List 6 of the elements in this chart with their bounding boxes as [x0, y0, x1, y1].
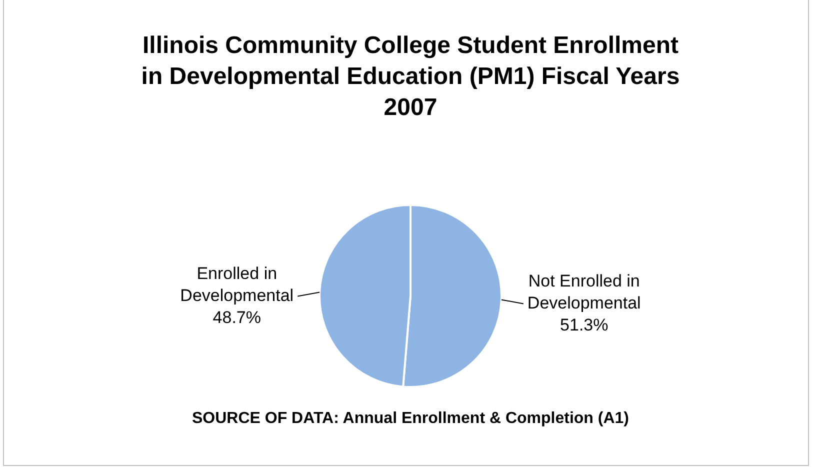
chart-title: Illinois Community College Student Enrollment in Developmental Education (PM1) Fiscal Years 2007	[140, 31, 681, 123]
slice-label: Not Enrolled in Developmental	[527, 271, 641, 312]
data-label: 48.7%	[212, 308, 261, 327]
source-note: SOURCE OF DATA: Annual Enrollment & Completion (A1)	[190, 410, 630, 428]
data-label: 51.3%	[560, 315, 608, 334]
slice-label: Enrolled in Developmental	[180, 264, 294, 305]
